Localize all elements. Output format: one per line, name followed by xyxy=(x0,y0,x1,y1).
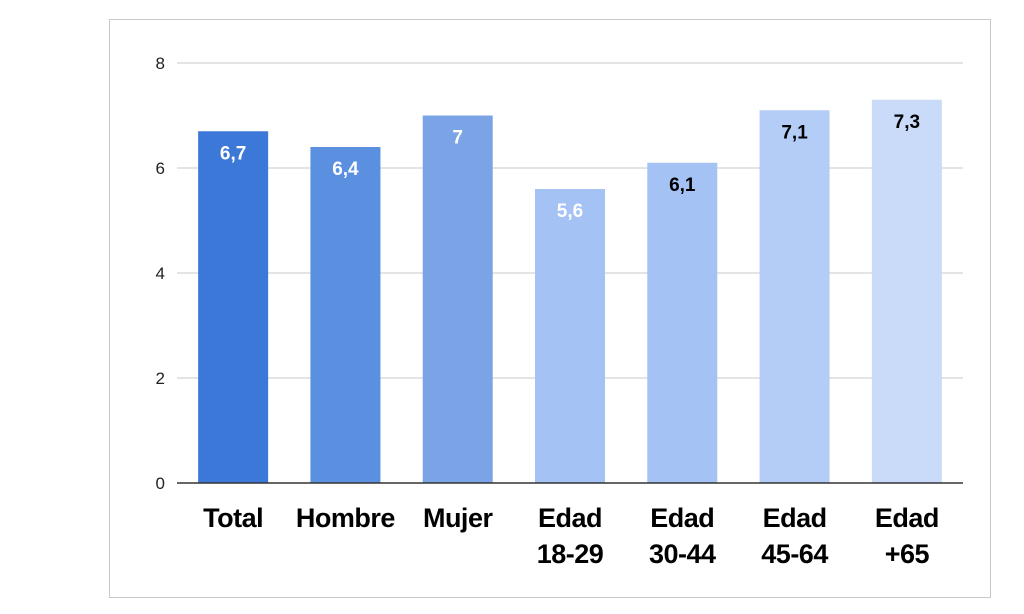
data-label: 5,6 xyxy=(557,201,583,222)
category-label: 45-64 xyxy=(761,539,828,569)
y-tick-label: 0 xyxy=(156,474,165,493)
chart-frame: 0 2 4 6 8 6,7 6,4 7 5,6 6,1 7,1 7,3 Total Hombre Muj… xyxy=(109,19,991,598)
category-label: Edad xyxy=(763,503,827,533)
data-label: 7 xyxy=(452,128,463,149)
category-label: 18-29 xyxy=(537,539,604,569)
data-label: 7,1 xyxy=(781,122,808,143)
category-labels: Total Hombre Mujer Edad 18-29 Edad 30-44 Edad 45… xyxy=(203,503,939,569)
category-label: Edad xyxy=(650,503,714,533)
category-label: Total xyxy=(203,503,263,533)
y-tick-label: 6 xyxy=(156,159,165,178)
category-label: Edad xyxy=(875,503,939,533)
bar xyxy=(647,162,718,483)
category-label: Hombre xyxy=(296,503,395,533)
bar-chart: 0 2 4 6 8 6,7 6,4 7 5,6 6,1 7,1 7,3 Total Hombre Muj… xyxy=(156,54,963,569)
bar xyxy=(422,115,493,483)
data-label: 7,3 xyxy=(894,112,920,133)
data-label: 6,1 xyxy=(669,175,696,196)
data-label: 6,7 xyxy=(220,143,246,164)
category-label: +65 xyxy=(885,539,930,569)
category-label: Mujer xyxy=(423,503,494,533)
bar xyxy=(759,110,830,483)
y-tick-label: 4 xyxy=(156,264,165,283)
y-tick-label: 2 xyxy=(156,369,165,388)
y-tick-label: 8 xyxy=(156,54,165,73)
bar xyxy=(535,189,605,483)
data-labels: 6,7 6,4 7 5,6 6,1 7,1 7,3 xyxy=(220,112,920,222)
bar xyxy=(310,147,381,483)
category-label: 30-44 xyxy=(649,539,716,569)
category-label: Edad xyxy=(538,503,602,533)
data-label: 6,4 xyxy=(332,159,359,180)
bar xyxy=(198,131,269,483)
y-axis-ticks: 0 2 4 6 8 xyxy=(156,54,165,493)
bar xyxy=(871,99,942,483)
bars xyxy=(198,99,942,483)
